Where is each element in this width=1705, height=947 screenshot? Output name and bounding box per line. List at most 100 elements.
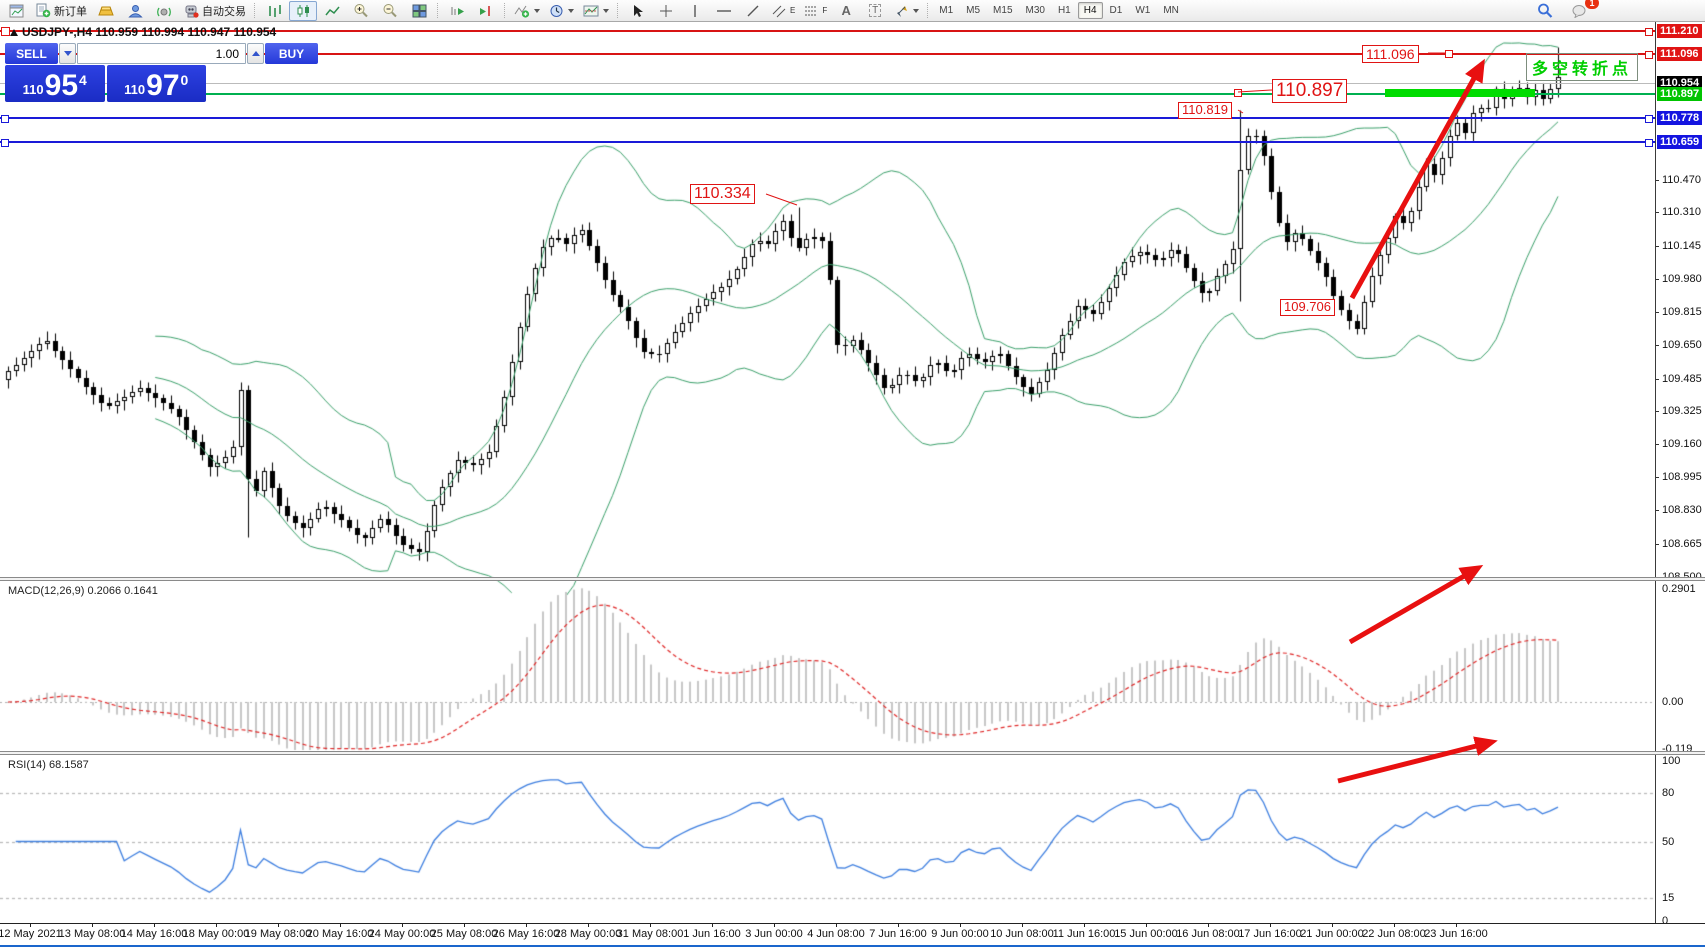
notifications-button[interactable]: 1 — [1565, 0, 1599, 21]
toolbar-separator — [254, 3, 256, 18]
text-label-tool-icon[interactable]: T — [861, 1, 889, 21]
horizontal-line-tool-icon[interactable] — [710, 1, 738, 21]
time-tick — [836, 923, 837, 927]
line-handle[interactable] — [1445, 50, 1453, 58]
price-callout-111.096[interactable]: 111.096 — [1362, 45, 1419, 64]
search-icon[interactable] — [1531, 1, 1559, 21]
volume-decrease-button[interactable] — [59, 43, 76, 64]
volume-input[interactable] — [77, 43, 246, 64]
price-axis-badge: 110.659 — [1657, 135, 1703, 149]
turning-point-annotation[interactable]: 多空转折点 — [1526, 53, 1639, 81]
channel-tool-icon[interactable]: E — [768, 1, 799, 21]
time-axis-label: 25 May 08:00 — [430, 928, 498, 940]
price-axis-label: 108.830 — [1662, 504, 1702, 516]
price-level-line-110.954[interactable] — [0, 83, 1655, 84]
deposit-gold-icon[interactable] — [92, 1, 120, 21]
periods-button[interactable] — [545, 1, 578, 21]
zoom-in-icon[interactable] — [347, 1, 375, 21]
price-axis-label: 109.650 — [1662, 339, 1702, 351]
sell-button[interactable]: SELL — [5, 43, 58, 64]
price-level-line-111.210[interactable] — [0, 30, 1655, 32]
zoom-out-icon[interactable] — [376, 1, 404, 21]
text-tool-icon[interactable]: A — [832, 1, 860, 21]
autoscroll-icon[interactable] — [443, 1, 471, 21]
crosshair-tool-icon[interactable] — [652, 1, 680, 21]
price-level-line-110.659[interactable] — [0, 141, 1655, 143]
rsi-pane-splitter[interactable] — [0, 751, 1705, 755]
time-axis-label: 1 Jun 16:00 — [683, 928, 741, 940]
time-tick — [650, 923, 651, 927]
toolbar-separator — [504, 3, 506, 18]
support-highlight-bar[interactable] — [1385, 89, 1535, 97]
price-axis-label: 110.470 — [1662, 174, 1701, 186]
price-level-line-111.096[interactable] — [0, 53, 1655, 55]
timeframe-button-h1[interactable]: H1 — [1057, 5, 1071, 16]
symbol-ohlc-text: USDJPY-,H4 110.959 110.994 110.947 110.9… — [22, 25, 277, 39]
price-callout-110.819[interactable]: 110.819 — [1178, 102, 1233, 119]
macd-axis-label: 0.00 — [1662, 696, 1684, 708]
time-tick — [1022, 923, 1023, 927]
line-handle[interactable] — [1645, 115, 1653, 123]
price-level-line-110.778[interactable] — [0, 117, 1655, 119]
axis-tick — [1655, 444, 1659, 445]
new-chart-icon[interactable] — [2, 1, 30, 21]
sell-price-big: 95 — [44, 69, 79, 102]
toolbar-separator — [617, 3, 619, 18]
timeframe-button-m15[interactable]: M15 — [993, 5, 1013, 16]
timeframe-button-mn[interactable]: MN — [1163, 5, 1179, 16]
time-tick — [960, 923, 961, 927]
timeframe-button-m5[interactable]: M5 — [966, 5, 981, 16]
axis-tick — [1655, 510, 1659, 511]
line-chart-type-icon[interactable] — [318, 1, 346, 21]
chart-shift-icon[interactable] — [472, 1, 500, 21]
sell-price-sup: 4 — [79, 72, 87, 88]
timeframe-button-m1[interactable]: M1 — [939, 5, 954, 16]
volume-increase-button[interactable] — [247, 43, 264, 64]
line-handle[interactable] — [1, 27, 10, 36]
line-handle[interactable] — [1, 115, 9, 123]
time-tick — [402, 923, 403, 927]
vertical-line-tool-icon[interactable] — [681, 1, 709, 21]
indicators-button[interactable] — [510, 1, 544, 21]
buy-price-prefix: 110 — [124, 82, 146, 97]
sell-price-prefix: 110 — [22, 82, 44, 97]
time-axis-label: 24 May 00:00 — [368, 928, 436, 940]
line-handle[interactable] — [1, 139, 9, 147]
buy-price-sup: 0 — [180, 72, 189, 88]
line-handle[interactable] — [1234, 89, 1242, 97]
candle-chart-type-icon[interactable] — [289, 0, 317, 21]
price-callout-110.334[interactable]: 110.334 — [690, 184, 755, 205]
price-callout-109.706[interactable]: 109.706 — [1280, 299, 1335, 316]
timeframe-button-m30[interactable]: M30 — [1025, 5, 1045, 16]
account-icon[interactable] — [121, 1, 149, 21]
line-handle[interactable] — [1645, 28, 1653, 36]
cursor-tool-icon[interactable] — [623, 1, 651, 21]
trendline-tool-icon[interactable] — [739, 1, 767, 21]
line-handle[interactable] — [1645, 51, 1653, 59]
timeframe-button-d1[interactable]: D1 — [1109, 5, 1123, 16]
arrows-tool-button[interactable] — [890, 1, 923, 21]
signals-icon[interactable] — [150, 1, 178, 21]
autotrade-button[interactable]: 自动交易 — [179, 1, 250, 21]
time-tick — [1146, 923, 1147, 927]
macd-pane-splitter[interactable] — [0, 577, 1705, 581]
sell-price-box[interactable]: 110 95 4 — [5, 65, 105, 102]
buy-price-box[interactable]: 110 97 0 — [106, 65, 206, 102]
fibonacci-tool-icon[interactable]: F — [800, 1, 831, 21]
templates-button[interactable] — [579, 1, 613, 21]
buy-button[interactable]: BUY — [265, 43, 318, 64]
tile-windows-icon[interactable] — [405, 1, 433, 21]
bar-chart-type-icon[interactable] — [260, 1, 288, 21]
price-level-line-110.897[interactable] — [0, 93, 1655, 95]
timeframe-button-w1[interactable]: W1 — [1135, 5, 1151, 16]
time-axis-label: 16 Jun 08:00 — [1176, 928, 1240, 940]
new-order-button[interactable]: 新订单 — [31, 1, 91, 21]
price-callout-110.897[interactable]: 110.897 — [1272, 79, 1348, 103]
time-axis-label: 18 May 00:00 — [182, 928, 250, 940]
rsi-axis-label: 80 — [1662, 787, 1675, 799]
time-tick — [774, 923, 775, 927]
toolbar-right-group: 1 — [1531, 0, 1599, 21]
timeframe-button-h4[interactable]: H4 — [1077, 2, 1103, 19]
line-handle[interactable] — [1645, 139, 1653, 147]
chart-symbol-title: USDJPY-,H4 110.959 110.994 110.947 110.9… — [10, 25, 276, 39]
